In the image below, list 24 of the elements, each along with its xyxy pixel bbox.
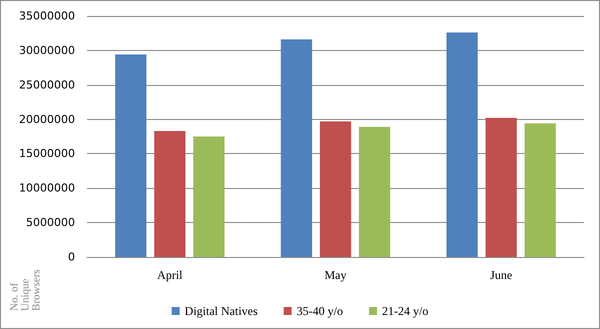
bar [446,32,478,257]
bar [524,123,556,257]
legend-label: 21-24 y/o [382,304,428,318]
x-tick-label: June [490,268,512,282]
y-tick-label: 5000000 [26,216,75,230]
y-tick-label: 35000000 [19,10,75,22]
y-tick-label: 30000000 [19,44,75,57]
legend-label: Digital Natives [184,304,258,318]
y-axis-title: No. of Unique Browsers [8,269,42,311]
x-tick-label: April [157,268,184,282]
y-tick-label: 15000000 [19,147,75,160]
y-tick-label: 20000000 [19,112,75,126]
x-tick-label: May [324,268,346,282]
bar [280,39,312,257]
bar [358,126,390,257]
bar [486,118,517,257]
legend-label: 35-40 y/o [296,304,344,318]
y-tick-label: 25000000 [19,78,75,92]
y-tick-label: 0 [68,250,75,264]
bar [193,136,225,257]
y-tick-label: 10000000 [19,182,75,195]
bar [320,121,352,257]
bar [115,54,146,257]
bar [154,130,186,257]
